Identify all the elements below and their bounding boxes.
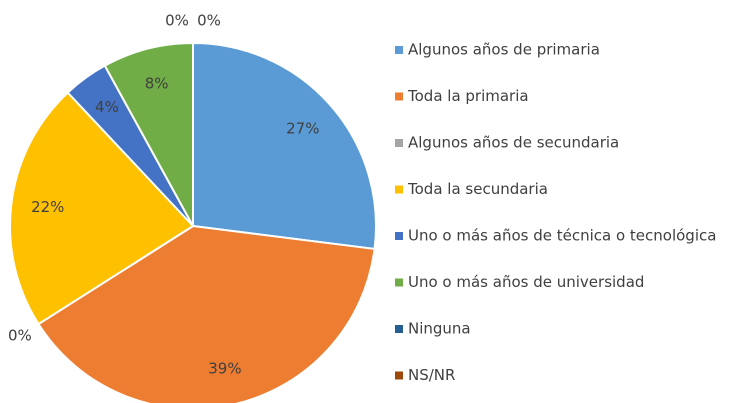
legend-label: NS/NR [408,366,455,384]
legend-swatch [395,371,403,380]
data-label: 27% [286,120,319,138]
legend-swatch [395,92,403,101]
pie-slice [9,91,195,326]
legend-label: Uno o más años de universidad [408,273,644,291]
legend-swatch [395,46,403,54]
legend-label: Toda la secundaria [407,180,548,198]
pie-slice [192,41,377,251]
legend-label: Algunos años de primaria [408,41,600,59]
data-label: 0% [165,12,189,30]
legend-label: Algunos años de secundaria [408,134,619,152]
pie-slice [37,224,376,403]
data-label: 4% [95,98,119,116]
legend-swatch [395,185,403,194]
legend-label: Uno o más años de técnica o tecnológica [408,227,716,245]
legend-swatch [395,139,403,147]
legend-swatch [395,325,403,333]
pie-slice [103,41,194,227]
data-label: 39% [208,359,241,377]
data-label: 0% [197,12,221,30]
legend-label: Ninguna [408,320,471,338]
data-label: 8% [145,75,169,93]
data-label: 22% [31,198,64,216]
data-label: 0% [8,326,32,344]
legend-label: Toda la primaria [407,87,529,105]
legend-swatch [395,232,403,240]
legend-swatch [395,278,403,287]
